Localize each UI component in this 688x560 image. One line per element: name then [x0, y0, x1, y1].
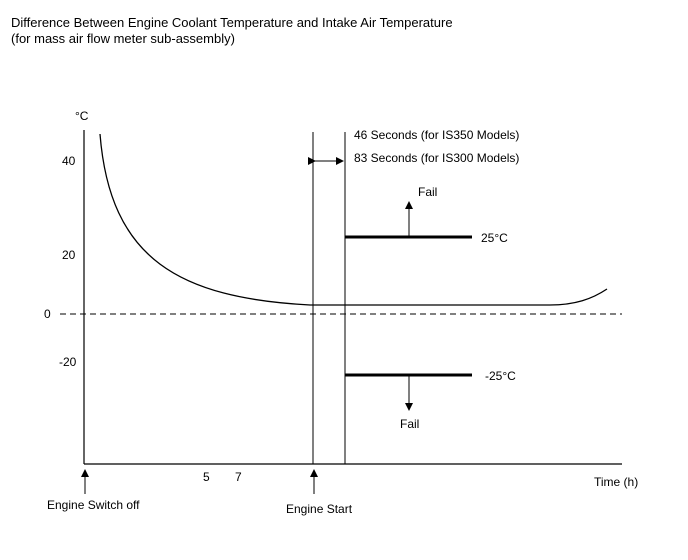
engine-switch-off-label: Engine Switch off	[47, 498, 140, 512]
fail-upper-label: Fail	[418, 185, 437, 199]
x-tick-5: 5	[203, 470, 210, 484]
y-tick-20: 20	[62, 248, 76, 262]
window-label-is350: 46 Seconds (for IS350 Models)	[354, 128, 519, 142]
temperature-difference-curve	[99, 133, 608, 306]
y-unit-label: °C	[75, 109, 89, 123]
y-tick-40: 40	[62, 154, 76, 168]
x-axis-label: Time (h)	[594, 475, 638, 489]
diagram-title: Difference Between Engine Coolant Temper…	[11, 15, 453, 30]
y-tick-neg20: -20	[59, 355, 77, 369]
x-tick-7: 7	[235, 470, 242, 484]
y-tick-0: 0	[44, 307, 51, 321]
window-label-is300: 83 Seconds (for IS300 Models)	[354, 151, 519, 165]
lower-threshold-label: -25°C	[485, 369, 516, 383]
diagram-subtitle: (for mass air flow meter sub-assembly)	[11, 31, 235, 46]
fail-lower-label: Fail	[400, 417, 419, 431]
upper-threshold-label: 25°C	[481, 231, 508, 245]
engine-start-label: Engine Start	[286, 502, 353, 516]
